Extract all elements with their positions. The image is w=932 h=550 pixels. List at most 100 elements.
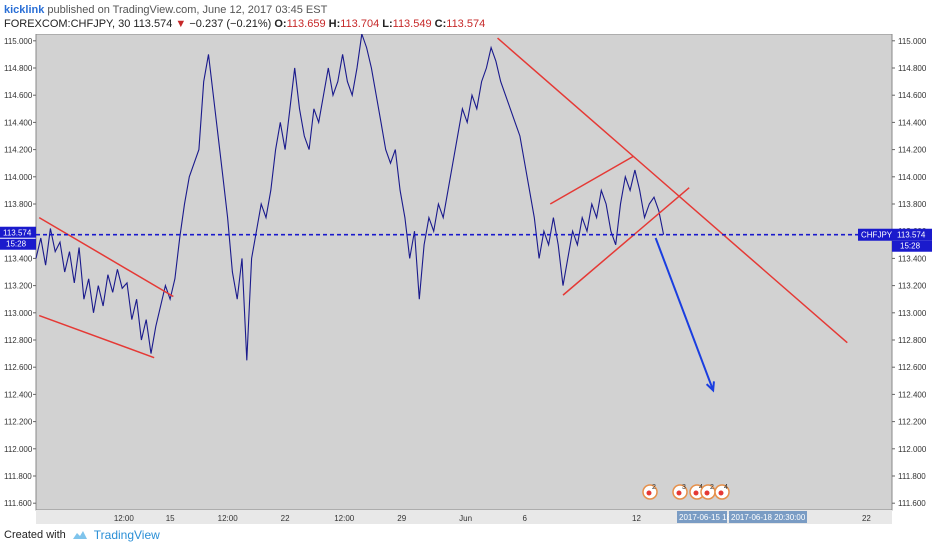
right-price-tag-text: 113.574 <box>897 231 926 240</box>
x-tick-label: 6 <box>522 514 527 523</box>
price-change: −0.237 (−0.21%) <box>189 18 272 30</box>
trendline <box>38 314 155 359</box>
right-price-tag <box>892 228 932 241</box>
y-tick-label-left: 114.400 <box>4 118 33 127</box>
plot-area <box>35 34 893 511</box>
y-tick-label-right: 114.800 <box>898 64 927 73</box>
low-label: L: <box>382 18 393 30</box>
x-tick-label: 12:00 <box>218 514 239 523</box>
forecast-arrow <box>654 237 715 391</box>
event-marker-dot <box>646 490 652 496</box>
event-marker-count: 2 <box>652 484 656 491</box>
event-marker-icon[interactable]: 2 <box>642 484 658 500</box>
y-tick-label-left: 114.200 <box>4 146 33 155</box>
open-value: 113.659 <box>286 18 326 30</box>
high-value: 113.704 <box>340 18 380 30</box>
left-price-tag <box>0 226 36 238</box>
y-tick-label-left: 113.000 <box>4 309 33 318</box>
y-tick-label-right: 114.600 <box>898 91 927 100</box>
created-with-label: Created with <box>4 529 66 541</box>
trendline <box>549 155 634 205</box>
y-tick-label-right: 112.400 <box>898 390 927 399</box>
event-marker-count: 3 <box>682 484 686 491</box>
last-price: 113.574 <box>133 18 173 30</box>
event-marker-icon[interactable]: 4 <box>714 484 730 500</box>
left-countdown-text: 15:28 <box>6 240 27 249</box>
y-tick-label-right: 112.200 <box>898 418 927 427</box>
event-marker-dot <box>693 490 699 496</box>
symbol-tag <box>858 228 892 241</box>
event-marker-dot <box>676 490 682 496</box>
forecast-arrow-head <box>705 381 715 393</box>
trendline <box>38 216 174 298</box>
y-tick-label-left: 113.200 <box>4 282 33 291</box>
event-marker-icon[interactable]: 3 <box>672 484 688 500</box>
range-label-bg <box>729 511 807 523</box>
y-tick-label-left: 112.400 <box>4 390 33 399</box>
author-name[interactable]: kicklink <box>4 4 45 16</box>
y-tick-label-right: 115.000 <box>898 37 927 46</box>
x-tick-label: 12:00 <box>334 514 355 523</box>
y-tick-label-right: 112.000 <box>898 445 927 454</box>
y-tick-label-left: 114.600 <box>4 91 33 100</box>
y-tick-label-left: 114.800 <box>4 64 33 73</box>
x-tick-label: Jun <box>459 514 472 523</box>
y-tick-label-left: 111.600 <box>4 499 32 508</box>
low-value: 113.549 <box>392 18 432 30</box>
high-label: H: <box>328 18 341 30</box>
y-tick-label-left: 113.400 <box>4 254 33 263</box>
range-label: 2017-06-18 20:30:00 <box>731 513 806 522</box>
x-tick-label: 29 <box>397 514 406 523</box>
left-countdown-tag <box>0 238 36 250</box>
y-tick-label-right: 113.200 <box>898 282 927 291</box>
open-label: O: <box>274 18 287 30</box>
y-tick-label-right: 111.600 <box>898 499 926 508</box>
y-tick-label-left: 112.800 <box>4 336 33 345</box>
y-tick-label-left: 112.200 <box>4 418 33 427</box>
y-tick-label-left: 112.600 <box>4 363 33 372</box>
right-countdown-text: 15:28 <box>900 242 921 251</box>
trendline <box>497 37 848 344</box>
y-tick-label-right: 114.400 <box>898 118 927 127</box>
ohlc-legend: FOREXCOM:CHFJPY, 30 113.574 ▼ −0.237 (−0… <box>4 16 485 32</box>
range-label-bg <box>677 511 727 523</box>
price-series-line <box>35 34 665 361</box>
y-tick-label-right: 112.600 <box>898 363 927 372</box>
y-tick-label-left: 111.800 <box>4 472 32 481</box>
y-tick-label-left: 113.800 <box>4 200 33 209</box>
y-tick-label-right: 111.800 <box>898 472 926 481</box>
left-price-tag-text: 113.574 <box>3 229 32 238</box>
y-tick-label-left: 114.000 <box>4 173 33 182</box>
y-tick-label-left: 115.000 <box>4 37 33 46</box>
event-marker-icon[interactable]: 4 <box>689 484 705 500</box>
event-marker-icon[interactable]: 2 <box>700 484 716 500</box>
price-chart[interactable]: 115.000 115.000 114.800 114.800 114.600 114.6… <box>0 34 932 524</box>
y-tick-label-right: 112.800 <box>898 336 927 345</box>
event-marker-dot <box>718 490 724 496</box>
x-tick-label: 12 <box>632 514 641 523</box>
x-tick-label: 12:00 <box>114 514 135 523</box>
publisher-line: kicklink published on TradingView.com, J… <box>4 2 327 18</box>
event-marker-count: 4 <box>724 484 728 491</box>
footer: Created with TradingView <box>4 528 160 542</box>
x-tick-label: 22 <box>862 514 871 523</box>
range-label: 2017-06-15 18 <box>679 513 732 522</box>
tradingview-brand[interactable]: TradingView <box>93 528 160 542</box>
y-tick-label-right: 114.000 <box>898 173 927 182</box>
event-marker-count: 4 <box>699 484 703 491</box>
down-arrow-icon: ▼ <box>175 18 187 30</box>
y-tick-label-right: 113.800 <box>898 200 927 209</box>
close-label: C: <box>434 18 447 30</box>
y-tick-label-right: 114.200 <box>898 146 927 155</box>
tradingview-logo-icon <box>72 531 87 539</box>
published-info: published on TradingView.com, June 12, 2… <box>47 4 328 16</box>
y-tick-label-right: 113.400 <box>898 254 927 263</box>
event-marker-count: 2 <box>710 484 714 491</box>
close-value: 113.574 <box>446 18 486 30</box>
y-tick-label-right: 113.000 <box>898 309 927 318</box>
x-tick-label: 15 <box>166 514 175 523</box>
symbol-tag-text: CHFJPY <box>861 231 893 240</box>
right-countdown-tag <box>892 240 932 252</box>
symbol-label[interactable]: FOREXCOM:CHFJPY, 30 <box>4 18 131 30</box>
y-tick-label-left: 112.000 <box>4 445 33 454</box>
